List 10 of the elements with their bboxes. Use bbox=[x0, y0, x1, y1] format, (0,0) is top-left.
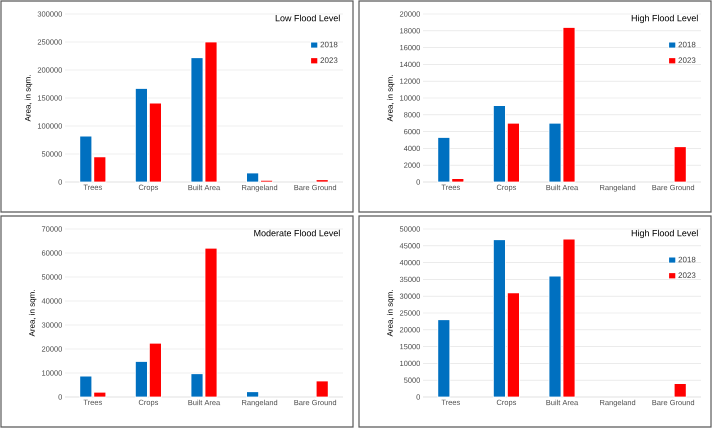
chart-title: High Flood Level bbox=[632, 230, 698, 238]
bar bbox=[674, 383, 687, 398]
bar bbox=[246, 391, 259, 398]
bar bbox=[316, 380, 329, 398]
chart-title: High Flood Level bbox=[632, 14, 698, 24]
bar bbox=[316, 179, 329, 182]
chart-title: Moderate Flood Level bbox=[254, 230, 340, 236]
chart-title: Low Flood Level bbox=[276, 14, 340, 22]
bar bbox=[674, 146, 687, 182]
bar bbox=[437, 319, 450, 398]
